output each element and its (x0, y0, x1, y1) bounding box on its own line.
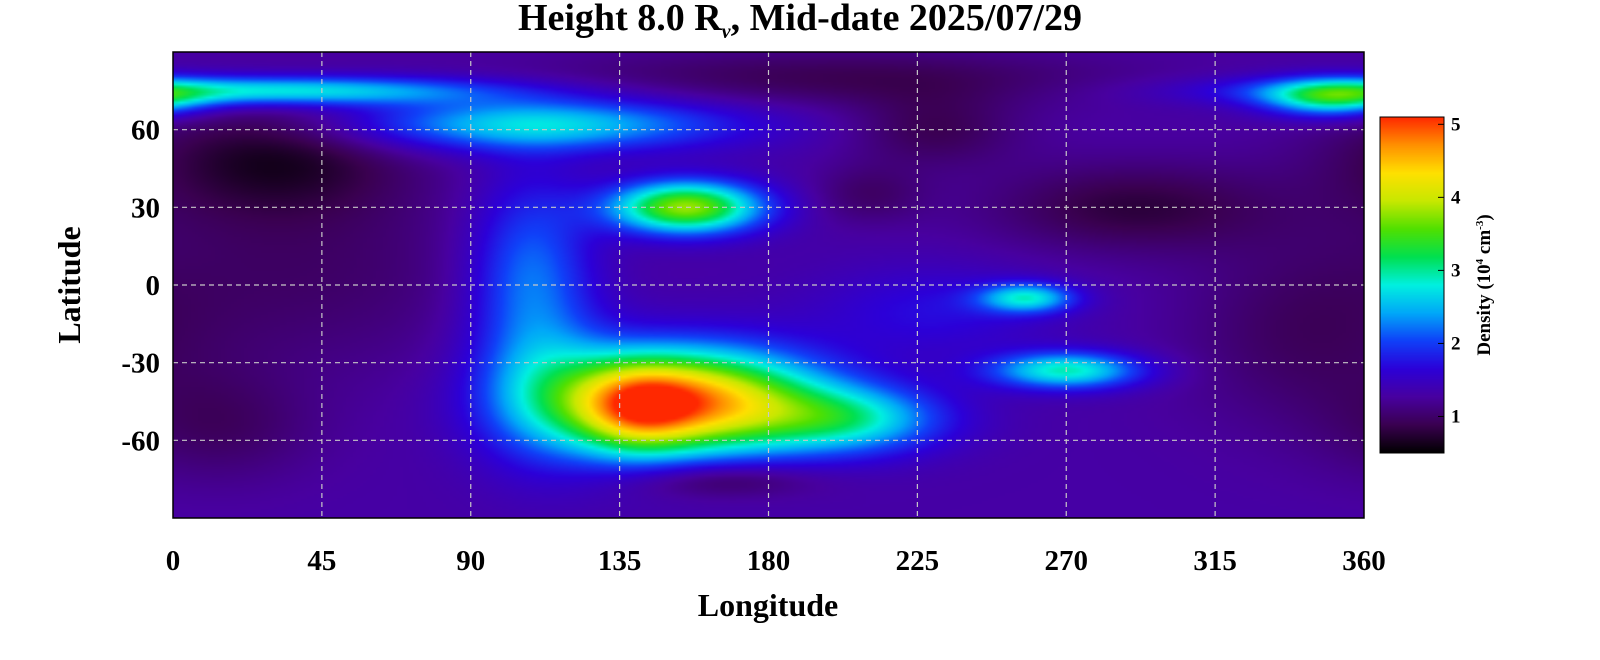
grid-lines (173, 52, 1364, 518)
chart-title: Height 8.0 Rν, Mid-date 2025/07/29 (518, 0, 1082, 43)
plot-frame (172, 51, 1365, 519)
y-tick-label: 30 (131, 192, 160, 224)
colorbar-ticks: 1 2 3 4 5 (1438, 114, 1461, 427)
y-tick-label: -60 (121, 425, 160, 457)
x-tick-label: 90 (456, 545, 485, 577)
x-axis-ticks: 0 45 90 135 180 225 270 315 360 (166, 545, 1386, 577)
x-tick-label: 360 (1342, 545, 1386, 577)
colorbar: 1 2 3 4 5 Density (104 cm-3) (1379, 114, 1495, 454)
y-axis-label: Latitude (51, 226, 87, 343)
colorbar-frame (1379, 116, 1445, 454)
y-tick-label: 60 (131, 115, 160, 147)
y-axis-ticks: 60 30 0 -30 -60 (121, 115, 160, 458)
x-tick-label: 315 (1193, 545, 1237, 577)
x-tick-label: 0 (166, 545, 181, 577)
x-tick-label: 180 (747, 545, 791, 577)
x-tick-label: 45 (307, 545, 336, 577)
colorbar-gradient (1380, 117, 1444, 453)
colorbar-tick-label: 4 (1451, 187, 1461, 208)
x-tick-label: 135 (598, 545, 642, 577)
x-axis-label: Longitude (698, 587, 838, 623)
y-tick-label: -30 (121, 348, 160, 380)
plot-area (172, 51, 1365, 519)
colorbar-tick-label: 3 (1451, 260, 1461, 281)
colorbar-tick-label: 5 (1451, 114, 1461, 135)
colorbar-label: Density (104 cm-3) (1474, 214, 1495, 355)
colorbar-tick-label: 2 (1451, 333, 1461, 354)
x-tick-label: 225 (896, 545, 940, 577)
colorbar-tick-label: 1 (1451, 406, 1461, 427)
y-tick-label: 0 (146, 270, 161, 302)
x-tick-label: 270 (1045, 545, 1089, 577)
